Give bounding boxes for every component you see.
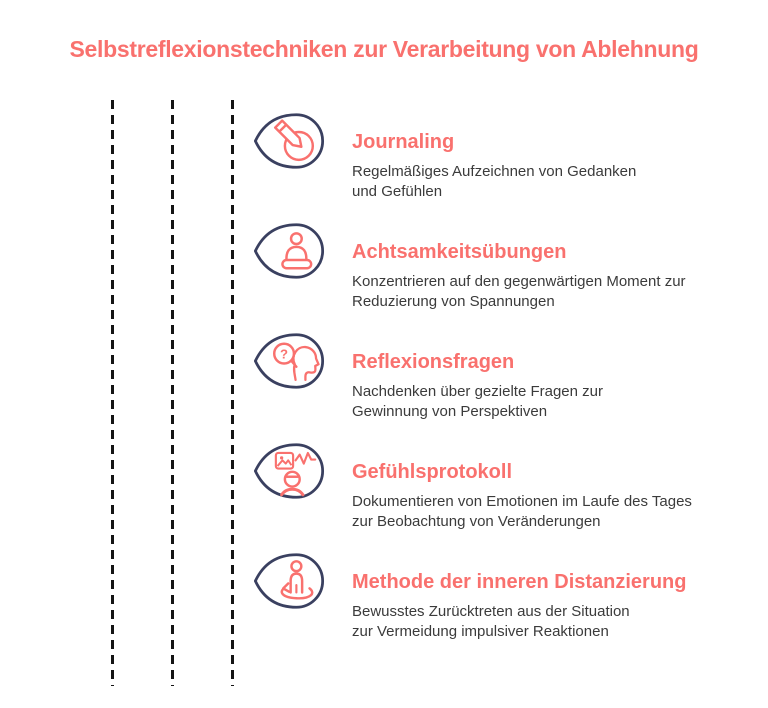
pencil-circle-icon — [252, 106, 326, 173]
technique-description: Konzentrieren auf den gegenwärtigen Mome… — [352, 273, 686, 310]
question-mark-glyph: ? — [280, 347, 288, 362]
technique-title: Achtsamkeitsübungen — [352, 241, 567, 263]
person-rotation-icon — [252, 546, 326, 613]
emotion-chart-icon — [252, 436, 326, 503]
technique-item-journaling: Journaling Regelmäßiges Aufzeichnen von … — [252, 106, 732, 202]
head-question-icon: ? — [252, 326, 326, 393]
technique-title: Methode der inneren Distanzierung — [352, 571, 687, 593]
technique-description: Nachdenken über gezielte Fragen zur Gewi… — [352, 383, 603, 420]
page-title: Selbstreflexionstechniken zur Verarbeitu… — [69, 36, 699, 62]
technique-title: Reflexionsfragen — [352, 351, 515, 373]
technique-item-gefuehlsprotokoll: Gefühlsprotokoll Dokumentieren von Emoti… — [252, 436, 732, 532]
technique-item-distanzierung: Methode der inneren Distanzierung Bewuss… — [252, 546, 732, 642]
technique-title: Gefühlsprotokoll — [352, 461, 512, 483]
meditation-icon — [252, 216, 326, 283]
technique-item-reflexionsfragen: ? Reflexionsfragen Nachdenken über gezie… — [252, 326, 732, 422]
technique-title: Journaling — [352, 131, 455, 153]
dashed-line — [111, 100, 114, 686]
technique-description: Bewusstes Zurücktreten aus der Situation… — [352, 603, 630, 640]
dashed-line — [171, 100, 174, 686]
technique-description: Regelmäßiges Aufzeichnen von Gedanken un… — [352, 163, 637, 200]
technique-item-achtsamkeit: Achtsamkeitsübungen Konzentrieren auf de… — [252, 216, 732, 312]
technique-description: Dokumentieren von Emotionen im Laufe des… — [352, 493, 692, 530]
dashed-line — [231, 100, 234, 686]
